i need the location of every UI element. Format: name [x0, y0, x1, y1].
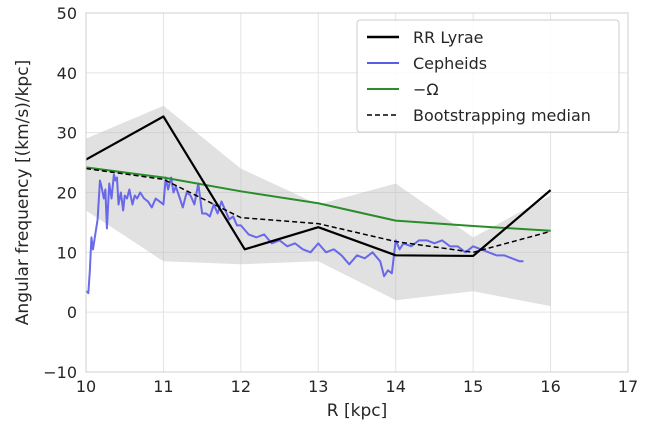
- series-line-bootstrapping-median: [85, 167, 551, 254]
- x-tick-label: 12: [231, 377, 251, 396]
- x-tick-label: 11: [153, 377, 173, 396]
- y-tick-label: 40: [57, 64, 77, 83]
- legend: RR Lyrae Cepheids −Ω Bootstrapping median: [356, 19, 620, 133]
- x-ticks: 10 11 12 13 14 15 16 17: [76, 377, 638, 396]
- series-line-cepheids: [85, 173, 524, 295]
- x-tick-label: 16: [540, 377, 560, 396]
- x-tick-label: 15: [463, 377, 483, 396]
- y-tick-label: 20: [57, 184, 77, 203]
- y-tick-label: 50: [57, 4, 77, 23]
- y-tick-label: 10: [57, 243, 77, 262]
- series-line-rr-lyrae: [85, 115, 552, 258]
- x-tick-label: 10: [76, 377, 96, 396]
- y-axis-label: Angular frequency [(km/s)/kpc]: [13, 60, 33, 325]
- plot-frame: [85, 12, 629, 373]
- x-tick-label: 14: [386, 377, 406, 396]
- y-tick-label: −10: [43, 363, 77, 382]
- y-ticks: −10 0 10 20 30 40 50: [43, 4, 77, 382]
- legend-label: RR Lyrae: [413, 28, 483, 47]
- x-tick-label: 17: [618, 377, 638, 396]
- y-tick-label: 0: [67, 303, 77, 322]
- series-lines: [85, 115, 552, 295]
- legend-label: −Ω: [413, 80, 439, 99]
- x-tick-label: 13: [308, 377, 328, 396]
- legend-label: Bootstrapping median: [413, 106, 591, 125]
- x-axis-label: R [kpc]: [327, 401, 387, 421]
- series-line-omega: [85, 166, 551, 232]
- legend-label: Cepheids: [413, 54, 487, 73]
- y-tick-label: 30: [57, 124, 77, 143]
- legend-box: [356, 19, 620, 133]
